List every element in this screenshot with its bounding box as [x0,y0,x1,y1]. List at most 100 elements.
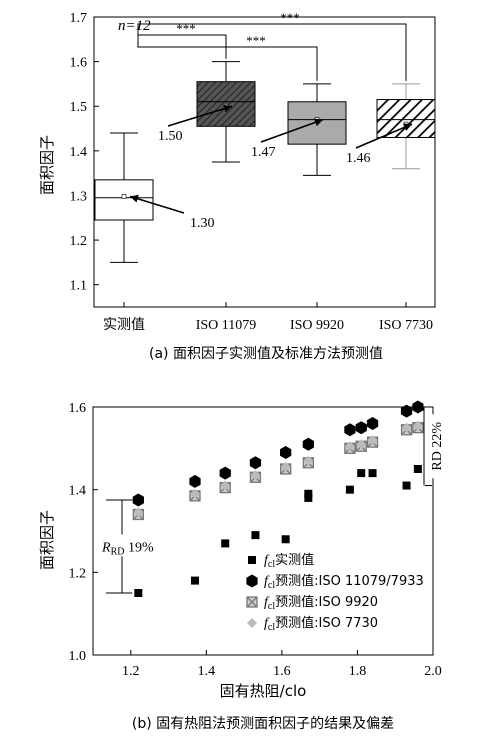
data-point-diamond [344,441,355,452]
legend-entry: fcl实测值 [264,552,314,570]
mean-arrow [129,195,185,214]
box-3: 1.47 [251,83,347,176]
legend-marker-diamond [247,618,257,628]
panel-b-points [132,400,424,597]
mean-label: 1.50 [158,129,183,144]
y-tick-label: 1.2 [70,234,88,249]
box-body [94,179,154,221]
data-point-diamond [133,507,144,518]
panel-a-y-axis: 1.1 1.2 1.3 1.4 1.5 1.6 1.7 [70,11,99,294]
significance-bracket [137,23,407,81]
panel-b: 1.0 1.2 1.4 1.6 1.2 1.4 1.6 1.8 2.0 RRD 19% RD 2… [38,400,445,732]
y-tick-label: 1.3 [70,189,88,204]
panel-a-x-axis: 实测值 ISO 11079 ISO 9920 ISO 7730 [103,302,433,333]
x-tick-label: 1.8 [349,664,367,679]
box-4: 1.46 [346,83,436,170]
data-point-diamond [280,461,291,472]
y-tick-label: 1.4 [69,484,87,499]
data-point-square [357,469,366,478]
data-point-hexagon [249,456,262,470]
rrd-label-bg [98,534,160,557]
data-point-hexagon [355,421,367,435]
data-point-hexagon [302,437,314,451]
legend-entry: fcl预测值:ISO 7730 [264,615,378,633]
mean-arrow [355,123,413,149]
x-tick-label: 实测值 [103,317,145,333]
mean-label: 1.46 [346,151,371,166]
y-tick-label: 1.0 [69,649,87,664]
mean-arrowhead [403,123,412,131]
x-tick-label: 2.0 [424,664,442,679]
mean-label: 1.47 [251,145,276,160]
legend-entry: fcl预测值:ISO 11079/7933 [264,573,424,591]
x-tick-label: ISO 11079 [196,318,257,333]
data-point-square [251,531,260,540]
mean-label: 1.30 [190,216,215,231]
panel-a: 1.1 1.2 1.3 1.4 1.5 1.6 1.7 实测值 ISO 11079 ISO 99… [38,10,436,362]
panel-a-boxes: 1.30 1.50 1.47 1.46 [94,61,436,263]
panel-b-y-label: 面积因子 [38,510,56,570]
rrd-label: RRD 19% [101,541,154,558]
mean-arrowhead [223,104,232,113]
mean-arrow [167,105,233,127]
y-tick-label: 1.4 [70,145,88,160]
x-tick-label: 1.6 [273,664,291,679]
data-point-square [345,485,354,494]
significance-label: *** [246,33,266,48]
box-1: 1.30 [94,132,215,263]
panel-b-x-axis: 1.2 1.4 1.6 1.8 2.0 [122,650,442,679]
data-point-diamond [412,420,423,431]
y-tick-label: 1.7 [70,11,88,26]
data-point-hexagon [366,417,379,430]
data-point-hexagon [219,466,231,480]
data-point-hexagon [280,446,292,459]
box-2: 1.50 [158,61,256,163]
data-point-diamond [220,480,231,491]
y-tick-label: 1.2 [69,566,87,581]
data-point-diamond [250,470,261,481]
data-point-square [221,539,230,548]
data-point-diamond [356,439,367,450]
data-point-diamond [401,422,412,433]
panel-a-caption: (a) 面积因子实测值及标准方法预测值 [149,346,383,362]
panel-a-significance: *** *** *** [137,10,407,81]
data-point-square [413,465,422,473]
panel-b-y-axis: 1.0 1.2 1.4 1.6 [69,401,98,664]
data-point-square [134,589,143,597]
significance-bracket [137,43,318,81]
panel-b-annotations: RRD 19% RD 22% [98,406,445,594]
box-body [376,99,436,138]
panel-b-legend: fcl实测值 fcl预测值:ISO 11079/7933 fcl预测值:ISO 99… [246,552,424,633]
panel-b-frame [92,406,434,656]
data-point-square [368,469,377,478]
data-point-square [304,489,313,498]
mean-marker [121,194,127,199]
legend-marker-crossed-square-cross-b [246,596,258,608]
mean-arrow [260,118,324,143]
panel-b-x-label: 固有热阻/clo [220,682,307,700]
significance-label: *** [176,21,196,36]
panel-a-y-label: 面积因子 [38,135,56,195]
panel-b-caption: (b) 固有热阻法预测面积因子的结果及偏差 [132,716,394,732]
panel-a-frame [93,16,436,308]
legend-marker-hexagon [246,574,258,588]
data-point-hexagon [189,474,201,488]
data-point-diamond [367,435,378,446]
y-tick-label: 1.5 [70,100,88,115]
mean-arrowhead [130,194,139,203]
data-point-square [191,576,199,585]
legend-marker-square [248,556,256,564]
legend-marker-crossed-square [246,596,258,608]
data-point-hexagon [412,400,424,414]
significance-label: *** [280,10,300,25]
x-tick-label: ISO 7730 [379,318,433,333]
x-tick-label: 1.4 [198,664,216,679]
y-tick-label: 1.1 [70,279,88,294]
mean-arrowhead [314,118,323,127]
data-point-square [402,481,411,490]
sample-size-label: n=12 [118,18,151,34]
y-tick-label: 1.6 [70,56,88,71]
data-point-diamond [303,455,314,466]
legend-entry: fcl预测值:ISO 9920 [264,594,378,612]
